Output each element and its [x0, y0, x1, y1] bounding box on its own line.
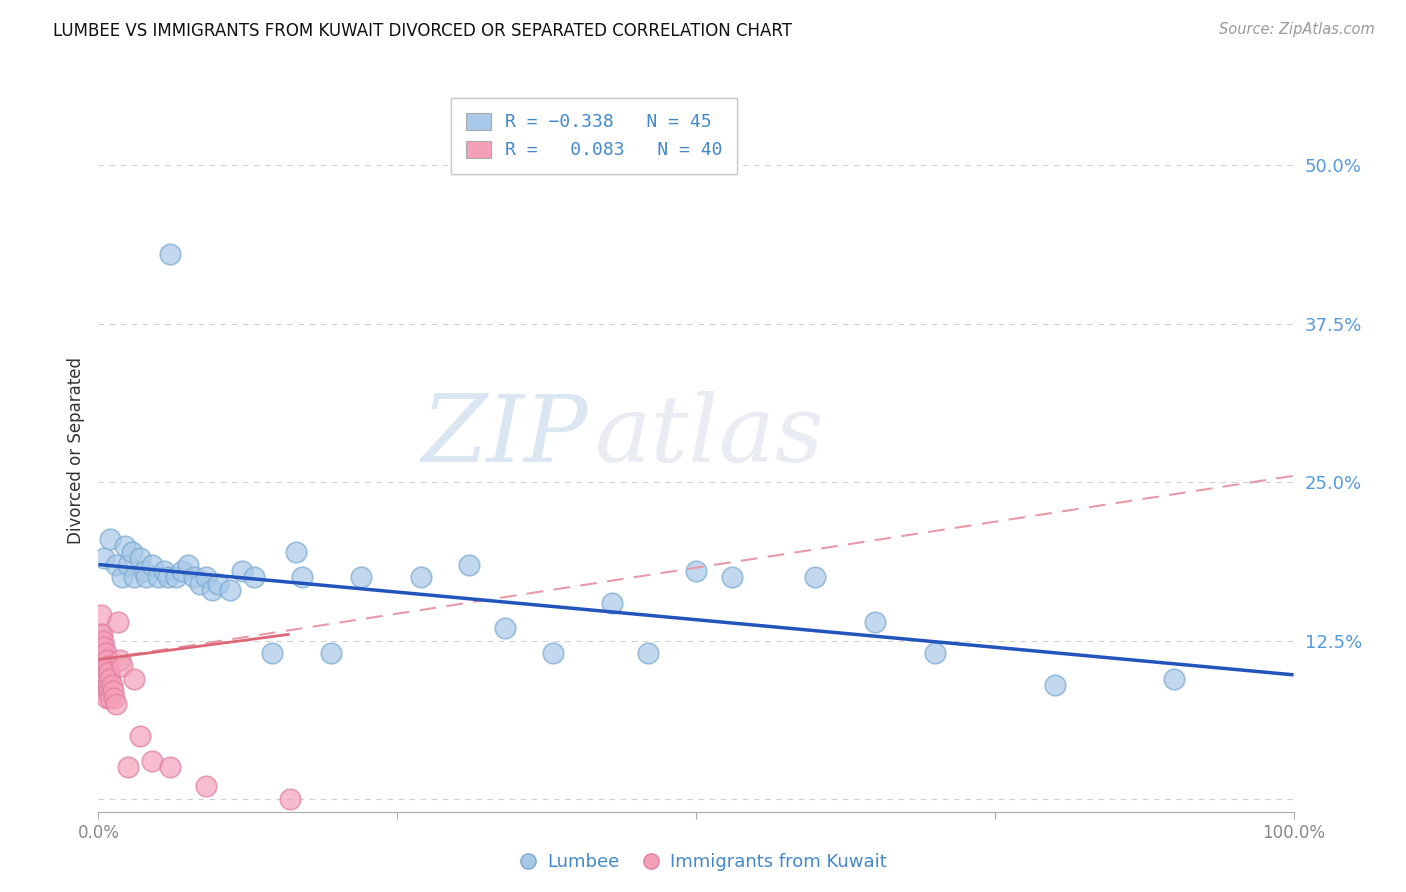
Point: [637, 646, 659, 660]
Point: [98, 684, 121, 698]
Point: [159, 247, 181, 261]
Point: [91, 633, 114, 648]
Point: [101, 684, 124, 698]
Text: Source: ZipAtlas.com: Source: ZipAtlas.com: [1219, 22, 1375, 37]
Text: ZIP: ZIP: [422, 391, 589, 481]
Legend: Lumbee, Immigrants from Kuwait: Lumbee, Immigrants from Kuwait: [512, 847, 894, 879]
Point: [105, 558, 128, 572]
Point: [90, 640, 112, 654]
Point: [148, 570, 170, 584]
Point: [108, 652, 131, 666]
Point: [156, 570, 179, 584]
Point: [98, 665, 121, 680]
Point: [350, 570, 373, 584]
Point: [98, 690, 122, 705]
Point: [177, 558, 200, 572]
Point: [91, 646, 114, 660]
Point: [278, 792, 301, 806]
Point: [243, 570, 266, 584]
Y-axis label: Divorced or Separated: Divorced or Separated: [66, 357, 84, 544]
Point: [124, 570, 146, 584]
Point: [1043, 678, 1066, 692]
Point: [93, 551, 115, 566]
Point: [219, 582, 242, 597]
Point: [541, 646, 564, 660]
Point: [1163, 672, 1185, 686]
Point: [321, 646, 343, 660]
Point: [685, 564, 707, 578]
Point: [260, 646, 283, 660]
Point: [129, 551, 152, 566]
Point: [165, 570, 187, 584]
Point: [93, 659, 115, 673]
Point: [90, 659, 112, 673]
Point: [129, 729, 152, 743]
Point: [98, 672, 122, 686]
Point: [89, 646, 111, 660]
Point: [96, 690, 118, 705]
Point: [924, 646, 946, 660]
Point: [132, 564, 155, 578]
Point: [93, 640, 115, 654]
Point: [865, 615, 887, 629]
Point: [93, 678, 115, 692]
Point: [135, 570, 157, 584]
Point: [114, 539, 136, 553]
Point: [96, 672, 118, 686]
Point: [141, 754, 163, 768]
Point: [97, 659, 120, 673]
Point: [111, 659, 134, 673]
Point: [96, 652, 118, 666]
Point: [117, 760, 139, 774]
Point: [90, 608, 112, 623]
Point: [159, 760, 181, 774]
Point: [188, 576, 211, 591]
Point: [411, 570, 433, 584]
Legend: R = −0.338   N = 45, R =   0.083   N = 40: R = −0.338 N = 45, R = 0.083 N = 40: [451, 98, 737, 174]
Point: [291, 570, 314, 584]
Text: atlas: atlas: [595, 391, 824, 481]
Point: [89, 627, 111, 641]
Point: [141, 558, 163, 572]
Point: [201, 582, 224, 597]
Point: [94, 646, 117, 660]
Point: [207, 576, 229, 591]
Point: [91, 665, 114, 680]
Point: [121, 545, 143, 559]
Point: [494, 621, 516, 635]
Point: [91, 672, 114, 686]
Point: [94, 665, 117, 680]
Point: [94, 684, 117, 698]
Point: [91, 627, 114, 641]
Point: [91, 652, 114, 666]
Point: [284, 545, 307, 559]
Point: [97, 678, 120, 692]
Point: [117, 558, 139, 572]
Point: [98, 532, 122, 546]
Point: [124, 672, 146, 686]
Text: LUMBEE VS IMMIGRANTS FROM KUWAIT DIVORCED OR SEPARATED CORRELATION CHART: LUMBEE VS IMMIGRANTS FROM KUWAIT DIVORCE…: [53, 22, 793, 40]
Point: [195, 780, 218, 794]
Point: [111, 570, 134, 584]
Point: [602, 596, 624, 610]
Point: [804, 570, 827, 584]
Point: [721, 570, 744, 584]
Point: [103, 690, 125, 705]
Point: [458, 558, 481, 572]
Point: [195, 570, 218, 584]
Point: [100, 678, 122, 692]
Point: [183, 570, 205, 584]
Point: [153, 564, 176, 578]
Point: [172, 564, 194, 578]
Point: [107, 615, 129, 629]
Point: [105, 697, 128, 711]
Point: [231, 564, 253, 578]
